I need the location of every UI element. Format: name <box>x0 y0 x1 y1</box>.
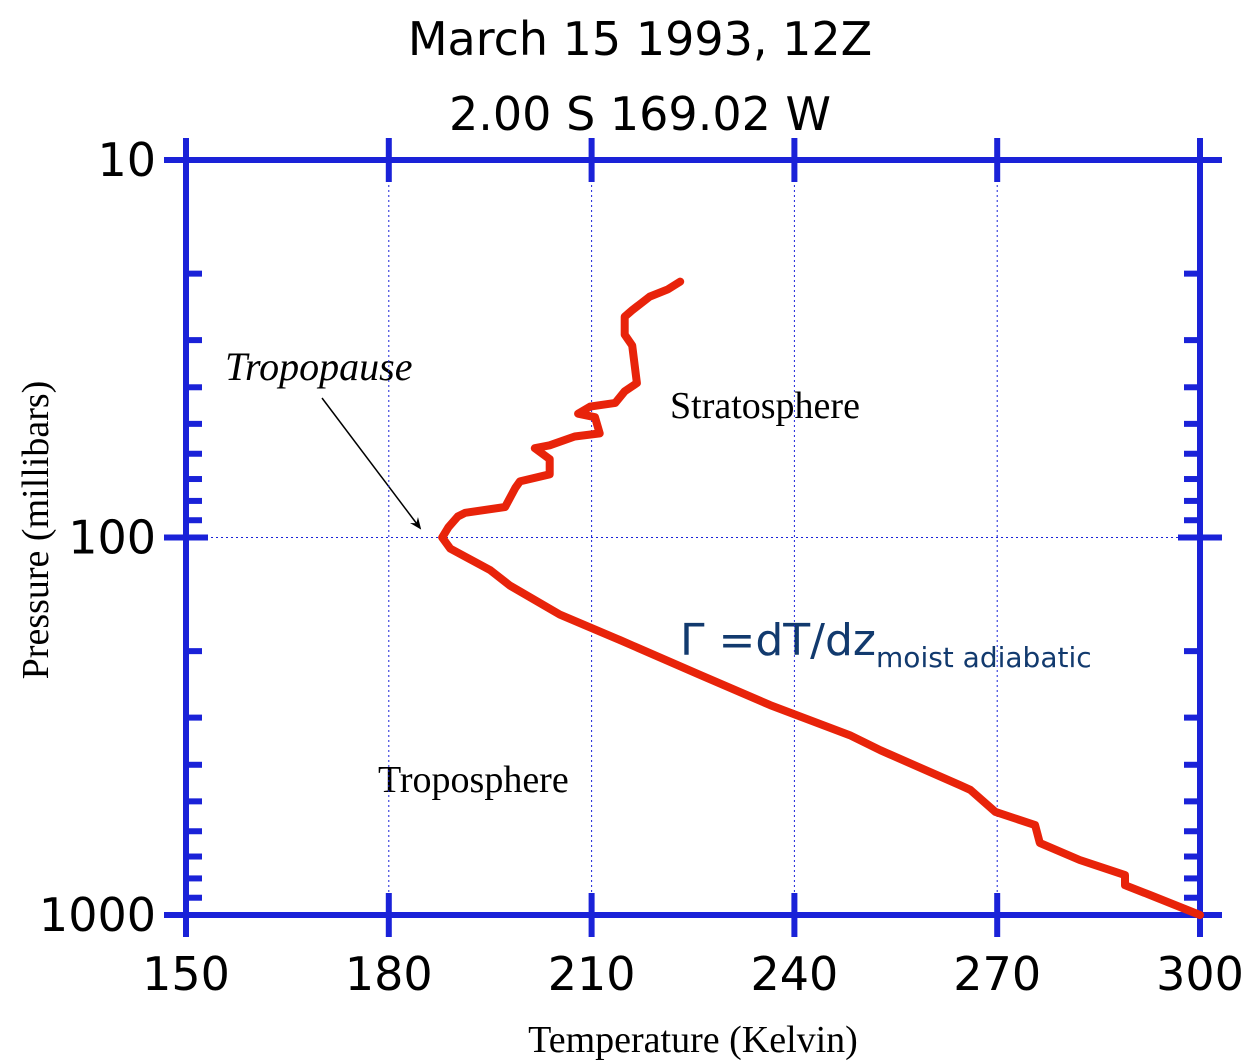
x-tick-label: 150 <box>142 947 230 1001</box>
y-tick-label: 100 <box>68 511 156 565</box>
formula: Γ =dT/dzmoist adiabatic <box>680 615 1092 674</box>
annotation-arrow <box>321 397 422 530</box>
x-tick-label: 210 <box>548 947 636 1001</box>
formula-text: Γ =dT/dz <box>680 615 876 666</box>
annotation: Troposphere <box>378 759 569 801</box>
annotation: Tropopause <box>225 344 412 389</box>
temperature-profile <box>438 277 1204 919</box>
x-tick-label: 270 <box>953 947 1041 1001</box>
annotation: Stratosphere <box>670 385 860 427</box>
y-tick-label: 10 <box>97 133 156 187</box>
chart-title: March 15 1993, 12Z <box>408 12 872 66</box>
x-tick-label: 180 <box>345 947 433 1001</box>
formula-subscript: moist adiabatic <box>876 641 1092 674</box>
x-axis-label: Temperature (Kelvin) <box>528 1019 858 1061</box>
x-tick-label: 240 <box>750 947 838 1001</box>
y-axis-label: Pressure (millibars) <box>15 381 57 680</box>
chart-subtitle: 2.00 S 169.02 W <box>449 87 831 141</box>
y-tick-label: 1000 <box>39 888 156 942</box>
x-tick-label: 300 <box>1156 947 1244 1001</box>
